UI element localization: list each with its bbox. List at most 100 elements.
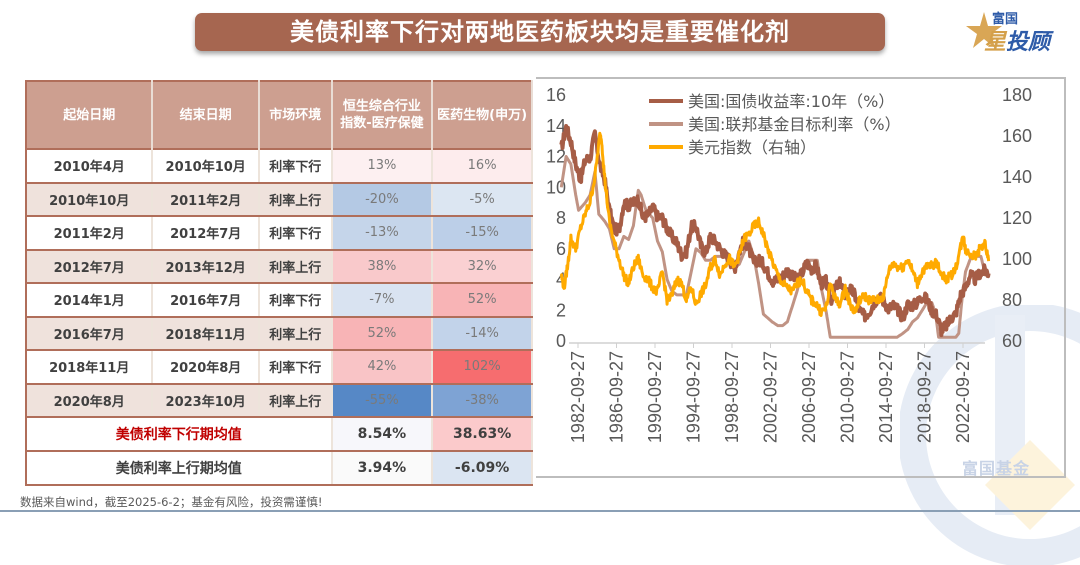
table-row: 2010年4月 2010年10月 利率下行 13% 16%: [26, 149, 533, 184]
y-right-tick-label: 60: [1002, 331, 1022, 351]
start-date-cell: 2018年11月: [26, 350, 154, 385]
sw-pharma-return-cell: -5%: [432, 182, 533, 217]
hs-healthcare-return-cell: 52%: [331, 316, 434, 351]
logo-main-text: 星投顾: [984, 24, 1050, 56]
series-line: [559, 131, 991, 317]
header-hs-line1: 恒生综合行业: [342, 99, 421, 114]
x-tick-label: 2010-09-27: [838, 351, 858, 443]
header-hs-line2: 指数-医疗保健: [340, 116, 424, 131]
table-row: 2016年7月 2018年11月 利率上行 52% -14%: [26, 316, 533, 351]
table-row: 2012年7月 2013年12月 利率上行 38% 32%: [26, 249, 533, 284]
avg-up-label: 美债利率上行期均值: [26, 451, 333, 486]
table-row: 2020年8月 2023年10月 利率上行 -55% -38%: [26, 383, 533, 418]
start-date-cell: 2014年1月: [26, 283, 154, 318]
footnote: 数据来自wind，截至2025-6-2；基金有风险，投资需谨慎!: [20, 495, 323, 509]
legend-label: 美元指数（右轴）: [688, 138, 816, 157]
y-left-tick-label: 8: [556, 208, 566, 228]
logo-brand-text: 富国: [992, 12, 1019, 27]
bottom-divider: [0, 510, 1080, 512]
page-title: 美债利率下行对两地医药板块均是重要催化剂: [195, 13, 885, 51]
header-market-env: 市场环境: [258, 81, 333, 149]
end-date-cell: 2010年10月: [152, 149, 260, 184]
table-header-row: 起始日期 结束日期 市场环境 恒生综合行业 指数-医疗保健 医药生物(申万): [26, 81, 533, 149]
hs-healthcare-return-cell: -20%: [331, 182, 434, 217]
avg-down-sw: 38.63%: [432, 417, 533, 452]
sw-pharma-return-cell: -15%: [432, 216, 533, 251]
market-env-cell: 利率下行: [258, 283, 333, 318]
header-end-date: 结束日期: [152, 81, 260, 149]
market-env-cell: 利率下行: [258, 216, 333, 251]
y-left-tick-label: 14: [546, 116, 566, 136]
series-line: [559, 124, 991, 338]
start-date-cell: 2016年7月: [26, 316, 154, 351]
x-tick-label: 2018-09-27: [915, 351, 935, 443]
avg-up-sw: -6.09%: [432, 451, 533, 486]
hs-healthcare-return-cell: -55%: [331, 383, 434, 418]
brand-logo: 富国 星投顾: [962, 6, 1072, 56]
star-icon: [966, 12, 1002, 48]
end-date-cell: 2012年7月: [152, 216, 260, 251]
x-tick-label: 1986-09-27: [607, 351, 627, 443]
end-date-cell: 2011年2月: [152, 182, 260, 217]
table-row: 2018年11月 2020年8月 利率下行 42% 102%: [26, 350, 533, 385]
header-hang-seng-healthcare: 恒生综合行业 指数-医疗保健: [331, 81, 434, 149]
y-left-tick-label: 2: [556, 300, 566, 320]
start-date-cell: 2020年8月: [26, 383, 154, 418]
start-date-cell: 2011年2月: [26, 216, 154, 251]
y-right-tick-label: 160: [1002, 126, 1032, 146]
end-date-cell: 2016年7月: [152, 283, 260, 318]
sw-pharma-return-cell: 102%: [432, 350, 533, 385]
sw-pharma-return-cell: 52%: [432, 283, 533, 318]
end-date-cell: 2018年11月: [152, 316, 260, 351]
hs-healthcare-return-cell: -13%: [331, 216, 434, 251]
start-date-cell: 2010年10月: [26, 182, 154, 217]
header-sw-pharma: 医药生物(申万): [432, 81, 533, 149]
y-left-tick-label: 6: [556, 239, 566, 259]
x-tick-label: 2014-09-27: [876, 351, 896, 443]
sw-pharma-return-cell: -14%: [432, 316, 533, 351]
table-row: 2010年10月 2011年2月 利率上行 -20% -5%: [26, 182, 533, 217]
market-env-cell: 利率下行: [258, 350, 333, 385]
market-env-cell: 利率下行: [258, 149, 333, 184]
avg-down-label: 美债利率下行期均值: [26, 417, 333, 452]
x-tick-label: 1998-09-27: [722, 351, 742, 443]
sw-pharma-return-cell: 32%: [432, 249, 533, 284]
hs-healthcare-return-cell: 42%: [331, 350, 434, 385]
y-right-tick-label: 100: [1002, 249, 1032, 269]
header-start-date: 起始日期: [26, 81, 154, 149]
logo-main-first: 星: [984, 30, 1007, 55]
table-row: 2011年2月 2012年7月 利率下行 -13% -15%: [26, 216, 533, 251]
y-right-tick-label: 180: [1002, 85, 1032, 105]
market-env-cell: 利率上行: [258, 249, 333, 284]
x-tick-label: 1990-09-27: [645, 351, 665, 443]
end-date-cell: 2020年8月: [152, 350, 260, 385]
y-left-tick-label: 12: [546, 147, 566, 167]
market-env-cell: 利率上行: [258, 182, 333, 217]
line-chart: 024681012141660801001201401601801982-09-…: [546, 85, 1032, 443]
watermark-text: 富国基金: [962, 459, 1031, 478]
avg-up-row: 美债利率上行期均值 3.94% -6.09%: [26, 451, 533, 486]
hs-healthcare-return-cell: 38%: [331, 249, 434, 284]
y-right-tick-label: 80: [1002, 290, 1022, 310]
market-env-cell: 利率上行: [258, 383, 333, 418]
x-tick-label: 1994-09-27: [684, 351, 704, 443]
series-line: [559, 155, 990, 339]
x-tick-label: 2006-09-27: [799, 351, 819, 443]
y-right-tick-label: 140: [1002, 167, 1032, 187]
legend-label: 美国:国债收益率:10年（%）: [688, 92, 894, 111]
sw-pharma-return-cell: -38%: [432, 383, 533, 418]
avg-up-hs: 3.94%: [331, 451, 434, 486]
avg-down-row: 美债利率下行期均值 8.54% 38.63%: [26, 417, 533, 452]
legend-label: 美国:联邦基金目标利率（%）: [688, 115, 901, 134]
hs-healthcare-return-cell: 13%: [331, 149, 434, 184]
y-left-tick-label: 0: [556, 331, 566, 351]
start-date-cell: 2010年4月: [26, 149, 154, 184]
x-tick-label: 2002-09-27: [761, 351, 781, 443]
x-tick-label: 2022-09-27: [953, 351, 973, 443]
performance-table: 起始日期 结束日期 市场环境 恒生综合行业 指数-医疗保健 医药生物(申万) 20…: [25, 80, 533, 486]
market-env-cell: 利率上行: [258, 316, 333, 351]
x-tick-label: 1982-09-27: [568, 351, 588, 443]
avg-down-hs: 8.54%: [331, 417, 434, 452]
chart-frame: [536, 77, 1066, 478]
logo-main-rest: 投顾: [1006, 30, 1051, 55]
